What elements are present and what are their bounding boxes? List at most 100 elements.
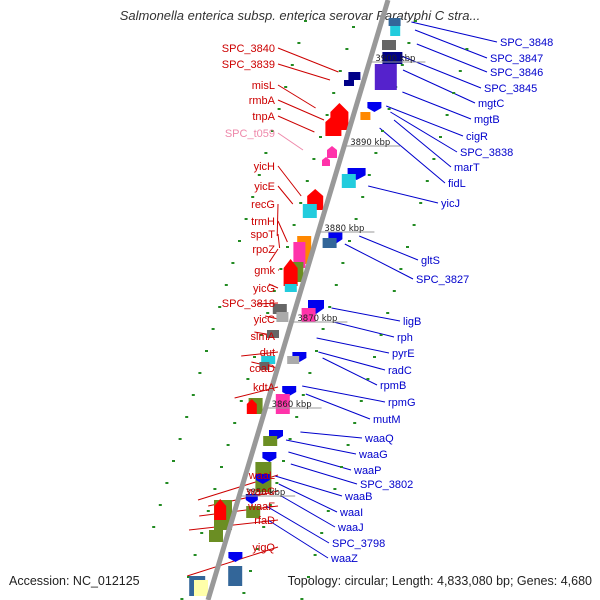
gene-label-waag[interactable]: waaG [358,449,388,461]
gene-label-yigq[interactable]: yigQ [252,542,275,554]
gene-glyph[interactable] [276,312,289,322]
connector-line [402,69,476,104]
gene-label-radc[interactable]: radC [388,365,412,377]
connector-line [344,243,414,280]
gene-glyph[interactable] [367,102,382,112]
gene-glyph[interactable] [255,474,270,484]
gene-label-tnpa[interactable]: tnpA [252,111,275,123]
gene-glyph[interactable] [246,399,257,414]
gene-label-rfad[interactable]: rfaD [254,515,275,527]
gene-glyph[interactable] [348,72,361,80]
gene-label-pyre[interactable]: pyrE [392,348,415,360]
gene-glyph[interactable] [374,64,397,90]
gene-label-spc-3802[interactable]: SPC_3802 [360,479,413,491]
gene-label-yicg[interactable]: yicG [253,283,275,295]
gene-glyph[interactable] [263,436,278,446]
gene-label-spc-3798[interactable]: SPC_3798 [332,538,385,550]
gene-glyph[interactable] [267,330,279,338]
gene-glyph[interactable] [209,530,223,542]
gene-glyph[interactable] [246,506,261,518]
gene-glyph[interactable] [382,52,403,64]
gene-label-yich[interactable]: yicH [254,161,275,173]
gene-label-waap[interactable]: waaP [353,465,382,477]
gene-label-waaz[interactable]: waaZ [330,553,358,565]
scale-dot [286,246,289,248]
gene-glyph[interactable] [344,80,354,86]
gene-label-yicc[interactable]: yicC [254,314,275,326]
gene-label-cigr[interactable]: cigR [466,131,488,143]
gene-label-waaf[interactable]: waaF [247,501,275,513]
gene-glyph[interactable] [390,26,401,36]
connector-line [411,21,498,43]
gene-label-fidl[interactable]: fidL [448,178,466,190]
gene-label-spc-3848[interactable]: SPC_3848 [500,37,553,49]
gene-label-glts[interactable]: gltS [421,255,440,267]
gene-glyph[interactable] [327,146,337,158]
gene-glyph[interactable] [287,356,300,364]
gene-glyph[interactable] [284,284,297,292]
gene-glyph[interactable] [272,304,287,314]
gene-label-ligb[interactable]: ligB [403,316,421,328]
gene-label-waai[interactable]: waaI [339,507,363,519]
gene-label-waal[interactable]: waaL [248,470,275,482]
gene-label-spc-3846[interactable]: SPC_3846 [490,67,543,79]
gene-glyph[interactable] [302,204,317,218]
gene-label-spc-3847[interactable]: SPC_3847 [490,53,543,65]
gene-label-waaq[interactable]: waaQ [364,433,394,445]
gene-label-rmba[interactable]: rmbA [249,95,276,107]
gene-glyph[interactable] [228,566,243,586]
connector-line [318,351,386,371]
gene-glyph[interactable] [261,356,276,364]
gene-glyph[interactable] [282,386,297,396]
gene-label-rph[interactable]: rph [397,332,413,344]
gene-label-gmk[interactable]: gmk [254,265,275,277]
gene-glyph[interactable] [262,452,277,462]
gene-label-slma[interactable]: slmA [251,331,276,343]
gene-label-spc-3818[interactable]: SPC_3818 [222,298,275,310]
gene-glyph[interactable] [360,112,371,120]
gene-label-spc-3839[interactable]: SPC_3839 [222,59,275,71]
gene-glyph[interactable] [322,157,330,166]
gene-label-spc-3838[interactable]: SPC_3838 [460,147,513,159]
scale-dot [206,510,210,512]
gene-label-recg[interactable]: recG [251,199,275,211]
gene-glyph[interactable] [214,499,227,520]
gene-label-spc-3840[interactable]: SPC_3840 [222,43,275,55]
gene-glyph[interactable] [388,18,401,26]
gene-glyph[interactable] [382,40,396,50]
gene-label-mart[interactable]: marT [454,162,480,174]
gene-glyph[interactable] [301,308,316,322]
gene-label-spot[interactable]: spoT [251,229,276,241]
gene-label-coad[interactable]: coaD [249,363,275,375]
gene-glyph[interactable] [194,580,208,596]
gene-label-spc-3845[interactable]: SPC_3845 [484,83,537,95]
gene-label-mgtc[interactable]: mgtC [478,98,504,110]
gene-label-trmh[interactable]: trmH [251,216,275,228]
scale-dot [333,488,337,490]
gene-label-rpmg[interactable]: rpmG [388,397,416,409]
gene-glyph[interactable] [341,174,356,188]
gene-label-misl[interactable]: misL [252,80,275,92]
gene-label-dut[interactable]: dut [260,347,275,359]
gene-glyph[interactable] [322,238,337,248]
gene-glyph[interactable] [293,242,306,268]
gene-label-waaj[interactable]: waaJ [337,522,364,534]
gene-label-yice[interactable]: yicE [254,181,275,193]
gene-label-kdta[interactable]: kdtA [253,382,276,394]
gene-label-rpmb[interactable]: rpmB [380,380,406,392]
gene-label-spc-3827[interactable]: SPC_3827 [416,274,469,286]
gene-label-waab[interactable]: waaB [344,491,373,503]
gene-label-yicj[interactable]: yicJ [441,198,460,210]
gene-glyph[interactable] [228,552,243,562]
gene-label-waac[interactable]: waaC [246,486,275,498]
gene-glyph[interactable] [259,362,270,370]
gene-label-mgtb[interactable]: mgtB [474,114,500,126]
gene-label-mutm[interactable]: mutM [373,414,401,426]
scale-dot [352,26,355,28]
gene-label-rpoz[interactable]: rpoZ [252,244,275,256]
gene-glyph[interactable] [325,115,342,136]
gene-label-spc-t059[interactable]: SPC_t059 [225,128,275,140]
gene-glyph[interactable] [283,259,298,286]
gene-glyph[interactable] [275,394,290,414]
